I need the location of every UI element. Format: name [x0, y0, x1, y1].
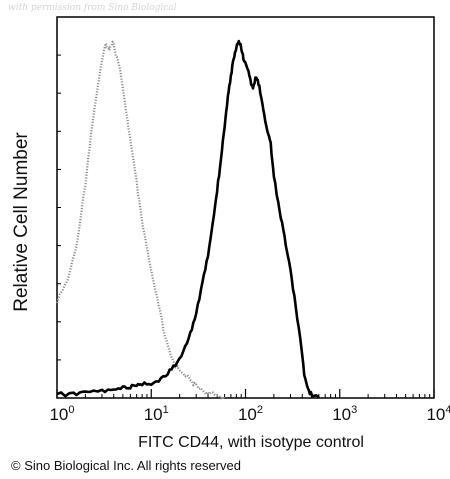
- series-layer: [55, 39, 320, 401]
- x-tick-labels: 100 101 102 103 104: [49, 404, 450, 424]
- watermark-text: with permission from Sino Biological: [8, 3, 177, 13]
- isotype-control-curve: [55, 40, 226, 401]
- plot-border: [56, 16, 435, 399]
- x-axis-label: FITC CD44, with isotype control: [138, 434, 364, 451]
- axis-ticks: [56, 54, 435, 398]
- x-tick-label: 101: [144, 404, 169, 424]
- x-tick-label: 102: [238, 404, 263, 424]
- x-tick-label: 104: [426, 404, 450, 424]
- plot-frame: [56, 16, 435, 399]
- x-tick-label: 103: [332, 404, 357, 424]
- y-axis-label: Relative Cell Number: [11, 132, 32, 312]
- x-tick-label: 100: [49, 404, 74, 424]
- cd44-curve: [56, 39, 320, 399]
- copyright-text: © Sino Biological Inc. All rights reserv…: [11, 458, 241, 473]
